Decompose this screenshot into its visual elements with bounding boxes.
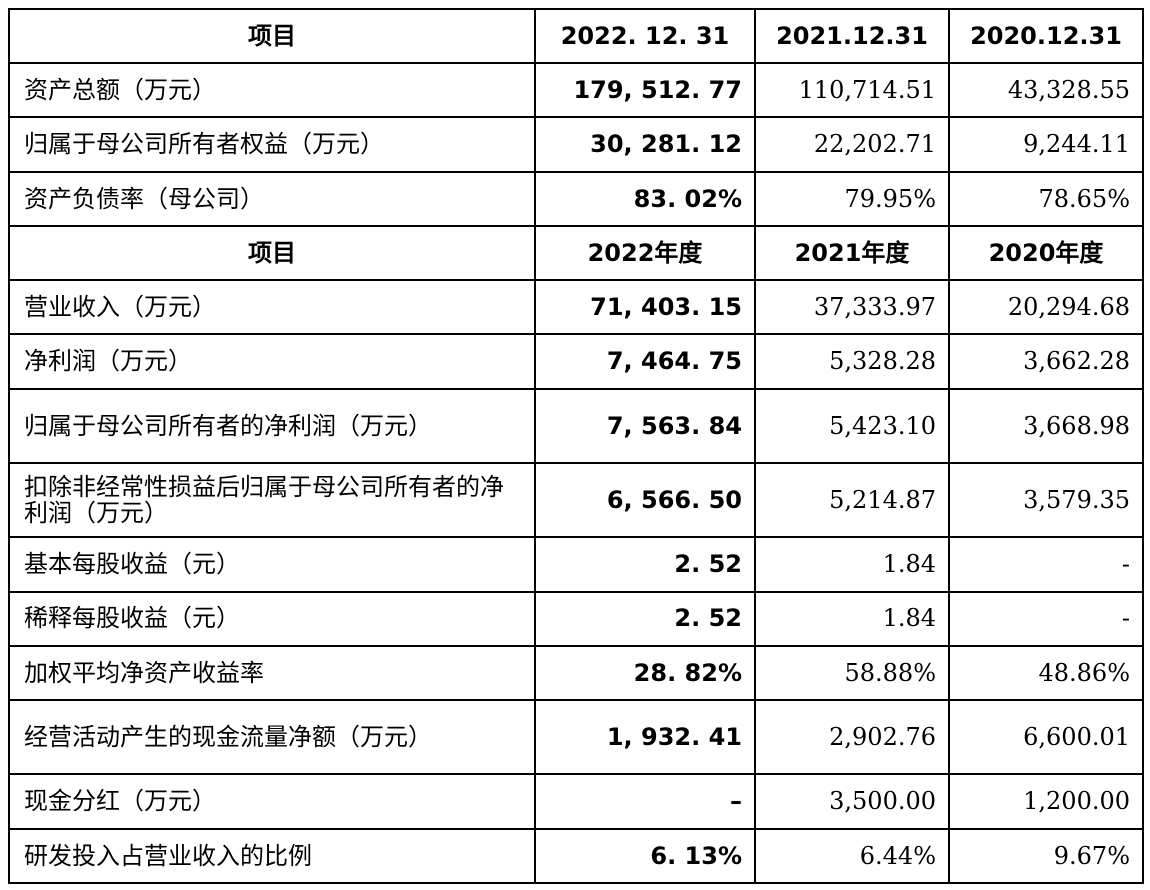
row-label: 扣除非经常性损益后归属于母公司所有者的净利润（万元） <box>8 461 536 539</box>
value-2022: 83. 02% <box>534 170 756 227</box>
value-2021: 5,328.28 <box>754 333 950 390</box>
financial-table: 项目 2022. 12. 31 2021.12.31 2020.12.31 资产… <box>8 7 1144 885</box>
value-2022: – <box>534 773 756 830</box>
header-cell-2022: 2022. 12. 31 <box>534 7 756 65</box>
header-cell-2022: 2022年度 <box>534 224 756 282</box>
value-2021: 58.88% <box>754 644 950 702</box>
value-2022: 6, 566. 50 <box>534 461 756 539</box>
value-2022: 30, 281. 12 <box>534 116 756 173</box>
table-row: 研发投入占营业收入的比例 6. 13% 6.44% 9.67% <box>8 827 1144 885</box>
table-row: 归属于母公司所有者的净利润（万元） 7, 563. 84 5,423.10 3,… <box>8 387 1144 464</box>
value-2021: 6.44% <box>754 827 950 885</box>
value-2020: - <box>948 536 1144 593</box>
value-2020: 78.65% <box>948 170 1144 227</box>
value-2021: 2,902.76 <box>754 698 950 776</box>
header-cell-2020: 2020.12.31 <box>948 7 1144 65</box>
row-label: 营业收入（万元） <box>8 279 536 336</box>
value-2021: 1.84 <box>754 590 950 647</box>
value-2020: 6,600.01 <box>948 698 1144 776</box>
header-cell-2020: 2020年度 <box>948 224 1144 282</box>
row-label: 经营活动产生的现金流量净额（万元） <box>8 698 536 776</box>
table-row: 营业收入（万元） 71, 403. 15 37,333.97 20,294.68 <box>8 279 1144 336</box>
row-label: 稀释每股收益（元） <box>8 590 536 647</box>
table-row: 稀释每股收益（元） 2. 52 1.84 - <box>8 590 1144 647</box>
value-2022: 28. 82% <box>534 644 756 702</box>
value-2021: 1.84 <box>754 536 950 593</box>
value-2021: 79.95% <box>754 170 950 227</box>
header-cell-item: 项目 <box>8 224 536 282</box>
value-2021: 3,500.00 <box>754 773 950 830</box>
value-2020: 3,579.35 <box>948 461 1144 539</box>
value-2020: 3,662.28 <box>948 333 1144 390</box>
table-row: 扣除非经常性损益后归属于母公司所有者的净利润（万元） 6, 566. 50 5,… <box>8 461 1144 539</box>
row-label: 归属于母公司所有者权益（万元） <box>8 116 536 173</box>
table-row: 净利润（万元） 7, 464. 75 5,328.28 3,662.28 <box>8 333 1144 390</box>
table-row: 现金分红（万元） – 3,500.00 1,200.00 <box>8 773 1144 830</box>
value-2020: - <box>948 590 1144 647</box>
value-2021: 5,423.10 <box>754 387 950 464</box>
value-2020: 9,244.11 <box>948 116 1144 173</box>
header-cell-2021: 2021.12.31 <box>754 7 950 65</box>
value-2022: 6. 13% <box>534 827 756 885</box>
table-row: 加权平均净资产收益率 28. 82% 58.88% 48.86% <box>8 644 1144 702</box>
value-2022: 7, 563. 84 <box>534 387 756 464</box>
value-2020: 9.67% <box>948 827 1144 885</box>
row-label: 基本每股收益（元） <box>8 536 536 593</box>
value-2022: 7, 464. 75 <box>534 333 756 390</box>
row-label: 归属于母公司所有者的净利润（万元） <box>8 387 536 464</box>
value-2022: 2. 52 <box>534 536 756 593</box>
table-row: 经营活动产生的现金流量净额（万元） 1, 932. 41 2,902.76 6,… <box>8 698 1144 776</box>
row-label: 加权平均净资产收益率 <box>8 644 536 702</box>
row-label: 现金分红（万元） <box>8 773 536 830</box>
row-label: 资产负债率（母公司） <box>8 170 536 227</box>
table-row: 基本每股收益（元） 2. 52 1.84 - <box>8 536 1144 593</box>
table-header-row: 项目 2022年度 2021年度 2020年度 <box>8 224 1144 282</box>
value-2020: 1,200.00 <box>948 773 1144 830</box>
row-label: 研发投入占营业收入的比例 <box>8 827 536 885</box>
header-cell-item: 项目 <box>8 7 536 65</box>
value-2020: 3,668.98 <box>948 387 1144 464</box>
table-row: 资产总额（万元） 179, 512. 77 110,714.51 43,328.… <box>8 62 1144 119</box>
value-2021: 37,333.97 <box>754 279 950 336</box>
value-2021: 5,214.87 <box>754 461 950 539</box>
value-2021: 22,202.71 <box>754 116 950 173</box>
value-2021: 110,714.51 <box>754 62 950 119</box>
table-header-row: 项目 2022. 12. 31 2021.12.31 2020.12.31 <box>8 7 1144 65</box>
table-row: 资产负债率（母公司） 83. 02% 79.95% 78.65% <box>8 170 1144 227</box>
value-2022: 71, 403. 15 <box>534 279 756 336</box>
row-label: 净利润（万元） <box>8 333 536 390</box>
row-label: 资产总额（万元） <box>8 62 536 119</box>
value-2022: 179, 512. 77 <box>534 62 756 119</box>
table-row: 归属于母公司所有者权益（万元） 30, 281. 12 22,202.71 9,… <box>8 116 1144 173</box>
value-2020: 43,328.55 <box>948 62 1144 119</box>
header-cell-2021: 2021年度 <box>754 224 950 282</box>
value-2022: 1, 932. 41 <box>534 698 756 776</box>
value-2020: 48.86% <box>948 644 1144 702</box>
value-2020: 20,294.68 <box>948 279 1144 336</box>
value-2022: 2. 52 <box>534 590 756 647</box>
